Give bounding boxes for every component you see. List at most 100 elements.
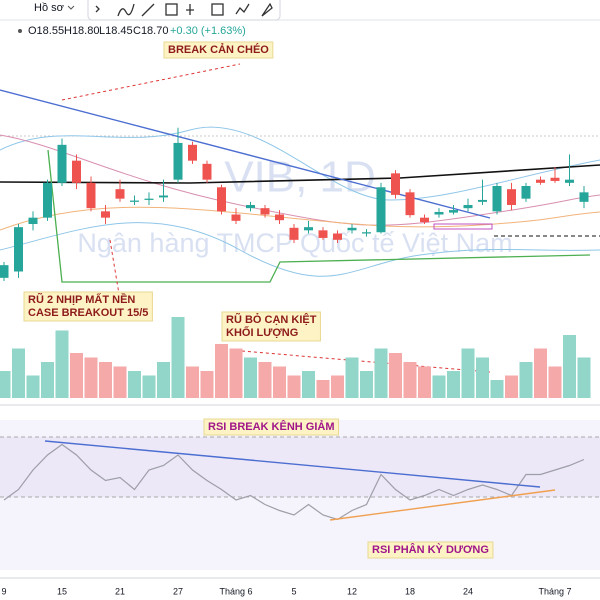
tool-path[interactable] [235,3,250,15]
volume-bar [171,317,185,398]
tool-brush[interactable] [261,2,273,17]
candle-body [318,230,328,238]
candle-body [173,142,183,180]
volume-bar [577,357,591,398]
volume-bar [403,362,417,398]
candle-body [101,211,110,218]
candle-body [43,182,52,218]
volume-bar [548,366,562,398]
rsi-band [0,437,600,497]
candle-body [347,227,357,231]
candle-body [521,186,531,199]
candle-body [72,160,81,183]
candle-body [507,189,516,205]
volume-bar [519,362,533,398]
ohlc-change: +0.30 (+1.63%) [170,25,246,37]
tool-line[interactable] [141,3,155,17]
annotation-text: CASE BREAKOUT 15/5 [28,307,148,319]
tool-rect[interactable] [165,3,178,16]
tool-handle[interactable] [95,5,100,13]
ohlc-close: C18.70 [133,25,168,37]
x-tick-label: 5 [291,586,296,596]
annotation-text: RŨ 2 NHỊP MẤT NỀN [28,293,135,306]
candle-body [231,214,241,221]
volume-bar [345,357,359,398]
candle-body [565,179,574,183]
volume-bar [273,366,286,398]
volume-bar [505,375,518,398]
annotation-box [23,291,153,322]
candle-body [550,177,560,181]
ohlc-open: O18.55 [28,25,64,37]
candle-body [260,208,270,215]
x-tick-label: 9 [1,586,6,596]
volume-bar [244,357,257,398]
candle-body [304,227,313,231]
candle-body [362,232,371,234]
annotation-arrow [229,349,491,373]
x-tick-label: Tháng 7 [538,586,571,596]
candle-body [289,227,299,240]
volume-bar [200,371,214,398]
dropdown-arrow[interactable] [67,5,75,10]
annotation-arrow [109,239,121,301]
candle-body [391,173,400,195]
candle-body [159,195,168,198]
volume-bar [41,362,54,398]
candle-body [449,210,458,213]
candle-body [492,186,502,212]
candle-body [536,179,545,183]
volume-bar [258,362,272,398]
bollinger-upper [0,126,600,201]
support-line [47,149,591,283]
volume-bar [26,375,40,398]
bollinger-lower [0,222,600,277]
volume-bar [128,371,141,398]
volume-bar [55,330,69,398]
candle-body [478,199,487,202]
volume-bar [447,371,460,398]
volume-bar [99,362,112,398]
candle-body [579,192,589,202]
volume-bar [563,335,576,398]
volume-bar [12,348,25,398]
annotation-text: RŨ BỎ CẠN KIỆT [226,313,317,326]
volume-bar [374,348,388,398]
x-tick-label: Tháng 6 [219,586,252,596]
tool-frame[interactable] [211,3,224,16]
candle-body [57,144,67,183]
x-tick-label: 12 [347,586,357,596]
candle-body [86,182,96,209]
x-tick-label: 27 [173,586,183,596]
candle-body [434,211,444,215]
candle-body [275,214,284,221]
annotation-text: BREAK CẢN CHÉO [168,43,269,56]
volume-bar [84,357,98,398]
volume-bar [331,375,344,398]
volume-bar [142,375,156,398]
tool-curve[interactable] [117,3,135,17]
candle-body [130,200,139,202]
ma-black [0,164,600,184]
rsi-line [3,443,585,521]
volume-bar [287,375,301,398]
candle-body [420,217,429,223]
candle-body [405,192,415,216]
annotation-text: KHỐI LƯỢNG [226,325,298,339]
volume-bar [186,366,199,398]
volume-bar [229,348,243,398]
annotation-arrow [61,63,241,101]
volume-bar [157,362,170,398]
rsi-drawings [44,440,556,521]
header-dot [18,29,22,33]
volume-bar [461,348,475,398]
candle-body [28,217,38,224]
volume-bar [360,371,373,398]
volume-bar [534,348,547,398]
profile-dropdown[interactable]: Hồ sơ [34,2,64,14]
x-tick-label: 18 [405,586,415,596]
annotation-text: RSI PHÂN KỲ DƯƠNG [372,543,489,556]
volume-bar [0,371,11,398]
tool-measure[interactable] [186,4,194,15]
volume-bar [302,371,315,398]
